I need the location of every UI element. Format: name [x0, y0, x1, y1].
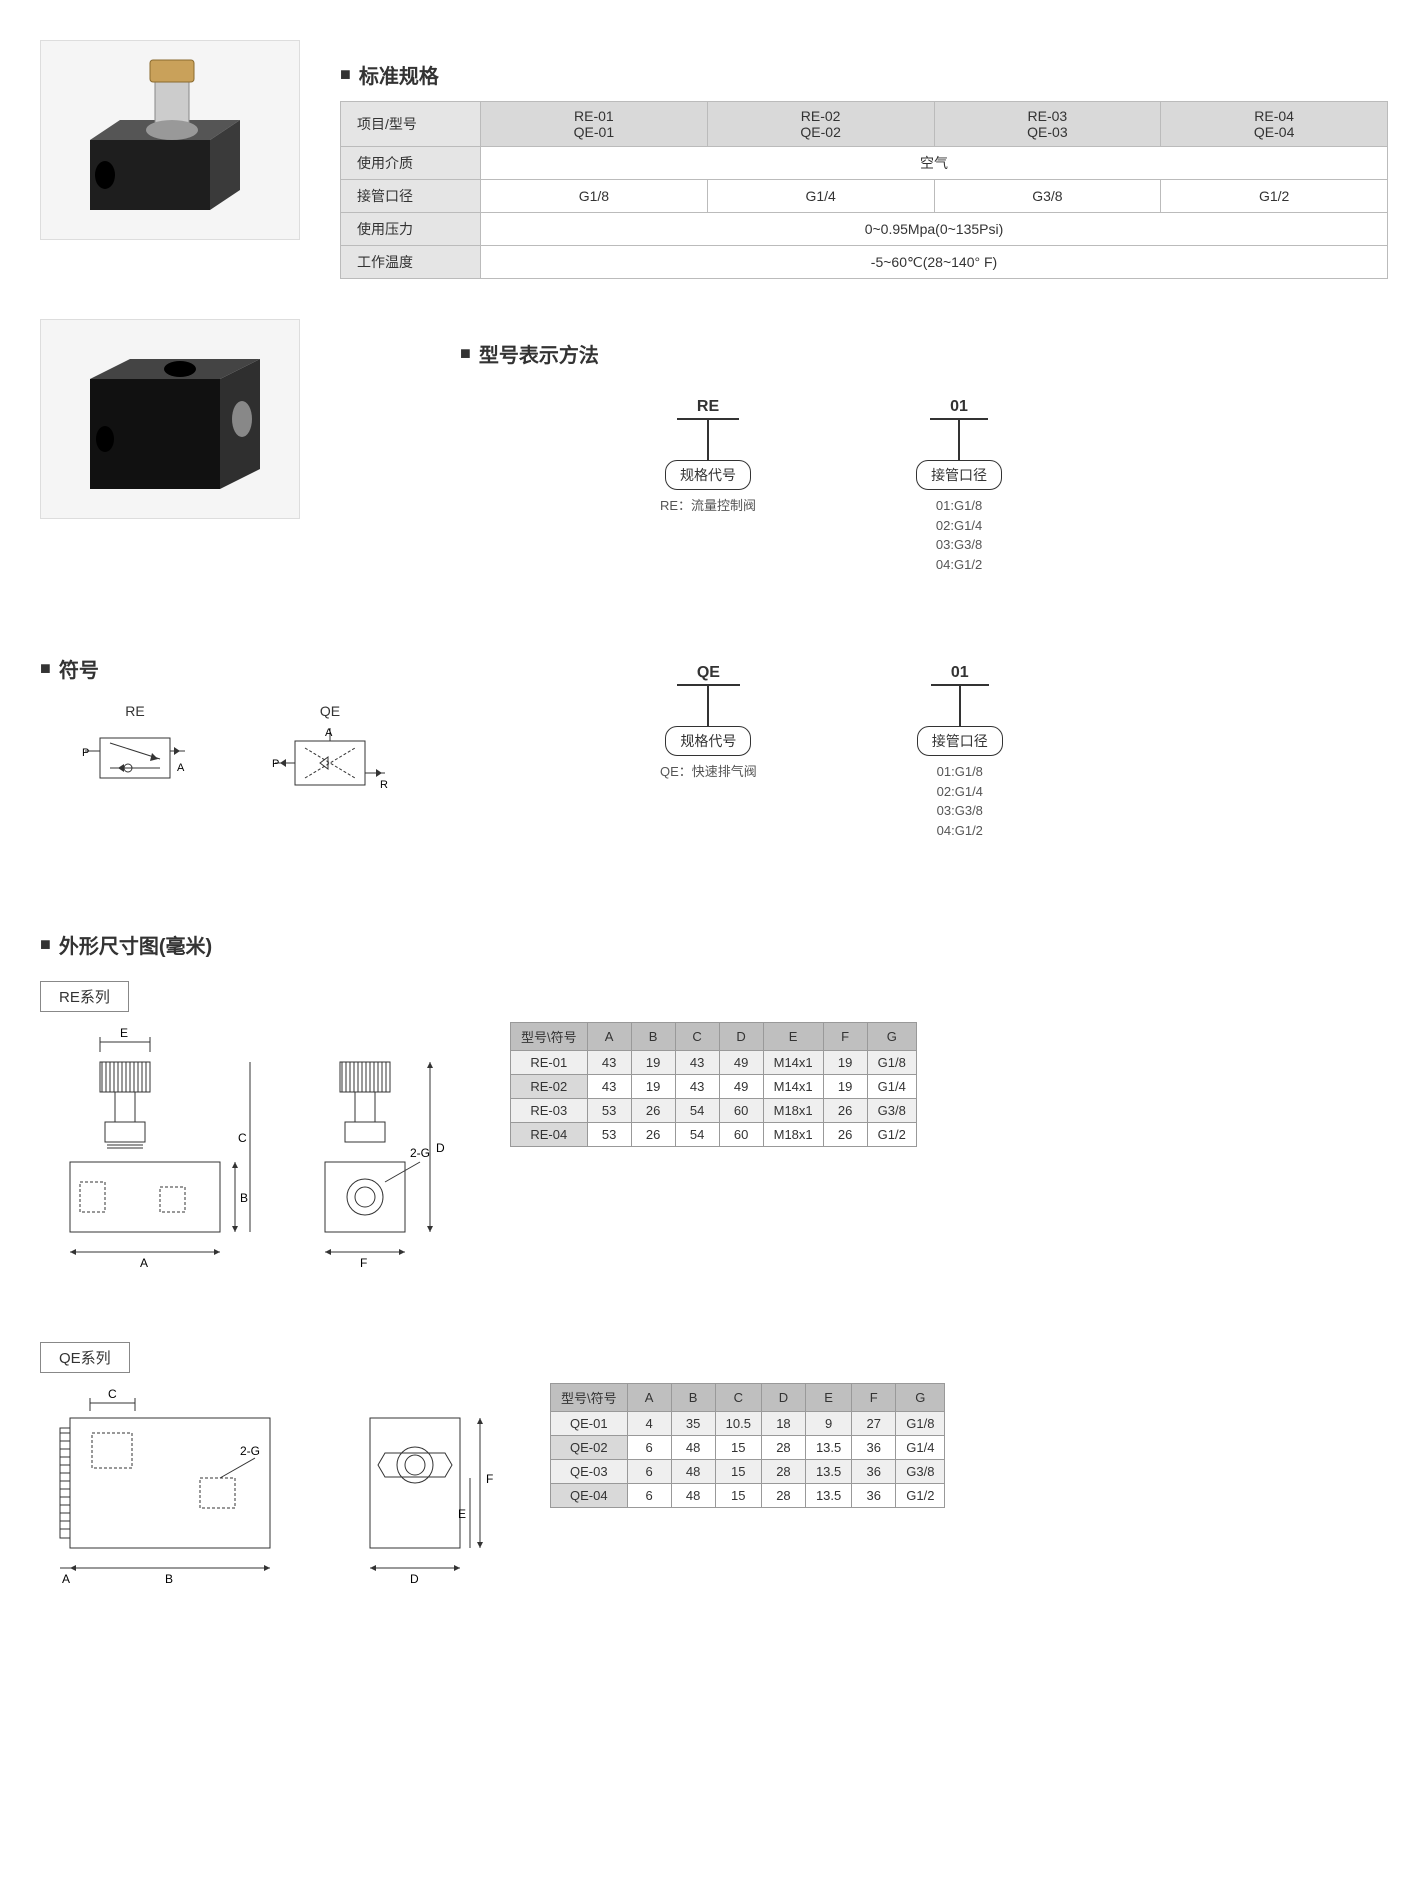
svg-text:R: R: [380, 779, 388, 791]
symbol-re: RE P A: [80, 703, 190, 803]
svg-text:A: A: [325, 727, 333, 739]
table-row: RE-0453265460M18x126G1/2: [511, 1123, 917, 1147]
notation-code: 01: [930, 398, 988, 420]
series-qe-label: QE系列: [40, 1342, 130, 1373]
spec-model-3: RE-04 QE-04: [1161, 102, 1388, 147]
svg-text:B: B: [240, 1191, 248, 1205]
table-row: QE-03648152813.536G3/8: [551, 1460, 945, 1484]
svg-text:A: A: [62, 1572, 70, 1586]
table-row: RE-0143194349M14x119G1/8: [511, 1051, 917, 1075]
spec-row-value: 空气: [481, 147, 1388, 180]
table-row: QE-04648152813.536G1/2: [551, 1484, 945, 1508]
notation-box: 规格代号: [665, 460, 751, 490]
dimensions-header: 外形尺寸图(毫米): [40, 930, 1388, 959]
dim-th: A: [627, 1384, 671, 1412]
table-row: RE-0353265460M18x126G3/8: [511, 1099, 917, 1123]
dim-th: 型号\符号: [511, 1023, 588, 1051]
dim-table-qe: 型号\符号 A B C D E F G QE-0143510.518927G1/…: [550, 1383, 945, 1508]
spec-cell: G1/4: [707, 180, 934, 213]
product-image-qe: [40, 319, 300, 519]
dim-th: E: [805, 1384, 851, 1412]
svg-text:P: P: [82, 747, 89, 759]
spec-row-label: 使用介质: [341, 147, 481, 180]
notation-desc: RE：流量控制阀: [660, 496, 756, 516]
symbol-re-label: RE: [125, 703, 144, 719]
spec-model-1: RE-02 QE-02: [707, 102, 934, 147]
dim-th: D: [761, 1384, 805, 1412]
svg-text:A: A: [140, 1256, 148, 1270]
dim-th: F: [823, 1023, 867, 1051]
svg-text:E: E: [120, 1026, 128, 1040]
dim-th: B: [671, 1384, 715, 1412]
dim-th: G: [867, 1023, 916, 1051]
svg-text:2-G: 2-G: [410, 1146, 430, 1160]
dim-th: E: [763, 1023, 823, 1051]
spec-cell: G1/2: [1161, 180, 1388, 213]
spec-table: 项目/型号 RE-01 QE-01 RE-02 QE-02 RE-03 QE-0…: [340, 101, 1388, 279]
svg-text:C: C: [238, 1131, 247, 1145]
notation-header: 型号表示方法: [460, 339, 1388, 368]
svg-text:D: D: [436, 1141, 445, 1155]
table-row: RE-0243194349M14x119G1/4: [511, 1075, 917, 1099]
svg-text:F: F: [360, 1256, 367, 1270]
notation-desc: QE：快速排气阀: [660, 762, 757, 782]
notation-box: 规格代号: [665, 726, 751, 756]
spec-corner: 项目/型号: [341, 102, 481, 147]
dim-th: F: [852, 1384, 896, 1412]
symbol-header: 符号: [40, 654, 420, 683]
table-row: QE-02648152813.536G1/4: [551, 1436, 945, 1460]
notation-code: RE: [677, 398, 739, 420]
notation-box: 接管口径: [917, 726, 1003, 756]
series-re-label: RE系列: [40, 981, 129, 1012]
dim-th: 型号\符号: [551, 1384, 628, 1412]
spec-row-label: 使用压力: [341, 213, 481, 246]
qe-drawings: C 2-G A B D F E: [40, 1383, 500, 1603]
table-row: QE-0143510.518927G1/8: [551, 1412, 945, 1436]
spec-header: 标准规格: [340, 60, 1388, 89]
notation-code: QE: [677, 664, 740, 686]
spec-cell: G3/8: [934, 180, 1161, 213]
svg-text:A: A: [177, 762, 185, 774]
dim-th: A: [587, 1023, 631, 1051]
spec-model-2: RE-03 QE-03: [934, 102, 1161, 147]
notation-code: 01: [931, 664, 989, 686]
notation-desc: 01:G1/8 02:G1/4 03:G3/8 04:G1/2: [937, 762, 983, 840]
re-drawings: E A B C 2-G: [40, 1022, 460, 1282]
spec-model-0: RE-01 QE-01: [481, 102, 708, 147]
symbol-qe: QE P A R: [270, 703, 390, 803]
svg-text:E: E: [458, 1507, 466, 1521]
svg-text:P: P: [272, 758, 279, 770]
product-image-re: [40, 40, 300, 240]
notation-row-re: RE 规格代号 RE：流量控制阀 01 接管口径 01:G1/8 02:G1/4…: [660, 398, 1388, 574]
spec-row-label: 工作温度: [341, 246, 481, 279]
dim-table-re: 型号\符号 A B C D E F G RE-0143194349M14x119…: [510, 1022, 917, 1147]
dim-th: G: [896, 1384, 945, 1412]
svg-text:B: B: [165, 1572, 173, 1586]
svg-text:2-G: 2-G: [240, 1444, 260, 1458]
spec-cell: G1/8: [481, 180, 708, 213]
dim-th: C: [675, 1023, 719, 1051]
notation-desc: 01:G1/8 02:G1/4 03:G3/8 04:G1/2: [936, 496, 982, 574]
dim-th: D: [719, 1023, 763, 1051]
dim-th: C: [715, 1384, 761, 1412]
notation-box: 接管口径: [916, 460, 1002, 490]
svg-text:F: F: [486, 1472, 493, 1486]
svg-text:C: C: [108, 1387, 117, 1401]
spec-row-label: 接管口径: [341, 180, 481, 213]
symbol-qe-label: QE: [320, 703, 340, 719]
spec-row-value: -5~60℃(28~140° F): [481, 246, 1388, 279]
svg-text:D: D: [410, 1572, 419, 1586]
dim-th: B: [631, 1023, 675, 1051]
notation-row-qe: QE 规格代号 QE：快速排气阀 01 接管口径 01:G1/8 02:G1/4…: [660, 664, 1388, 840]
spec-row-value: 0~0.95Mpa(0~135Psi): [481, 213, 1388, 246]
